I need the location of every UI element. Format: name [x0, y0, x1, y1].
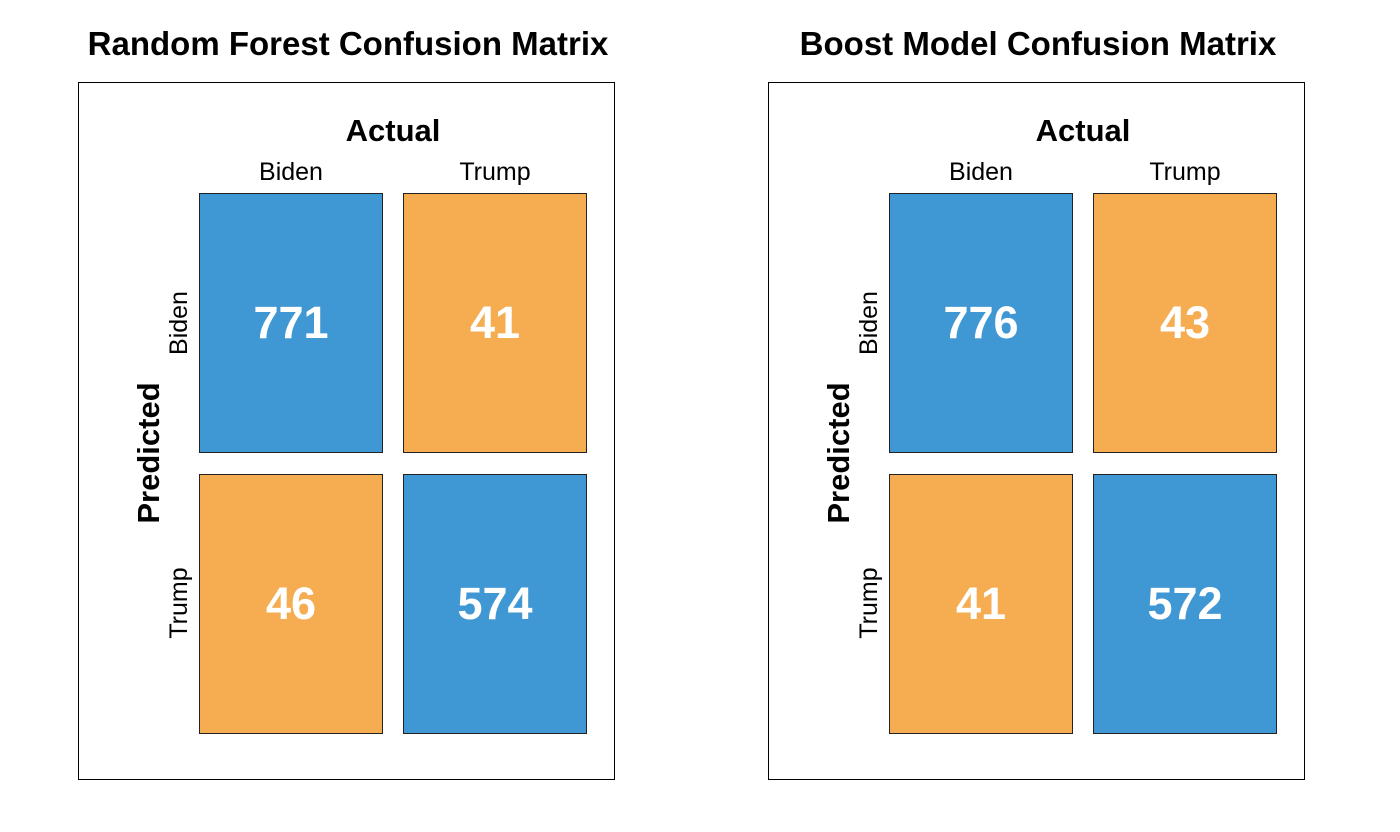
x-tick-label: Biden	[949, 158, 1013, 186]
x-tick-label: Trump	[459, 158, 531, 186]
x-axis-title: Actual	[1035, 113, 1131, 148]
chart-title: Random Forest Confusion Matrix	[87, 25, 609, 62]
matrix-cell: 41	[889, 474, 1073, 734]
cell-value: 46	[265, 578, 317, 629]
confusion-matrix-random-forest: Random Forest Confusion Matrix Actual Bi…	[28, 0, 668, 832]
y-tick-label: Biden	[165, 291, 193, 355]
matrix-cell: 43	[1093, 193, 1277, 453]
y-tick-label: Trump	[165, 567, 193, 639]
plot-frame	[78, 82, 615, 780]
cell-value: 771	[253, 297, 329, 348]
y-tick-label: Trump	[855, 567, 883, 639]
x-axis-title: Actual	[345, 113, 441, 148]
x-tick-label: Trump	[1149, 158, 1221, 186]
cell-value: 574	[457, 578, 533, 629]
matrix-cell: 776	[889, 193, 1073, 453]
y-tick-label: Biden	[855, 291, 883, 355]
chart-title: Boost Model Confusion Matrix	[799, 25, 1277, 62]
cell-value: 41	[955, 578, 1007, 629]
matrix-cell: 41	[403, 193, 587, 453]
cell-value: 572	[1147, 578, 1223, 629]
confusion-matrix-boost-model: Boost Model Confusion Matrix Actual Bide…	[718, 0, 1358, 832]
matrix-cell: 572	[1093, 474, 1277, 734]
matrix-cell: 46	[199, 474, 383, 734]
matrix-cell: 574	[403, 474, 587, 734]
matrix-cell: 771	[199, 193, 383, 453]
x-tick-label: Biden	[259, 158, 323, 186]
plot-frame	[768, 82, 1305, 780]
cell-value: 776	[943, 297, 1019, 348]
cell-value: 43	[1159, 297, 1211, 348]
cell-value: 41	[469, 297, 521, 348]
